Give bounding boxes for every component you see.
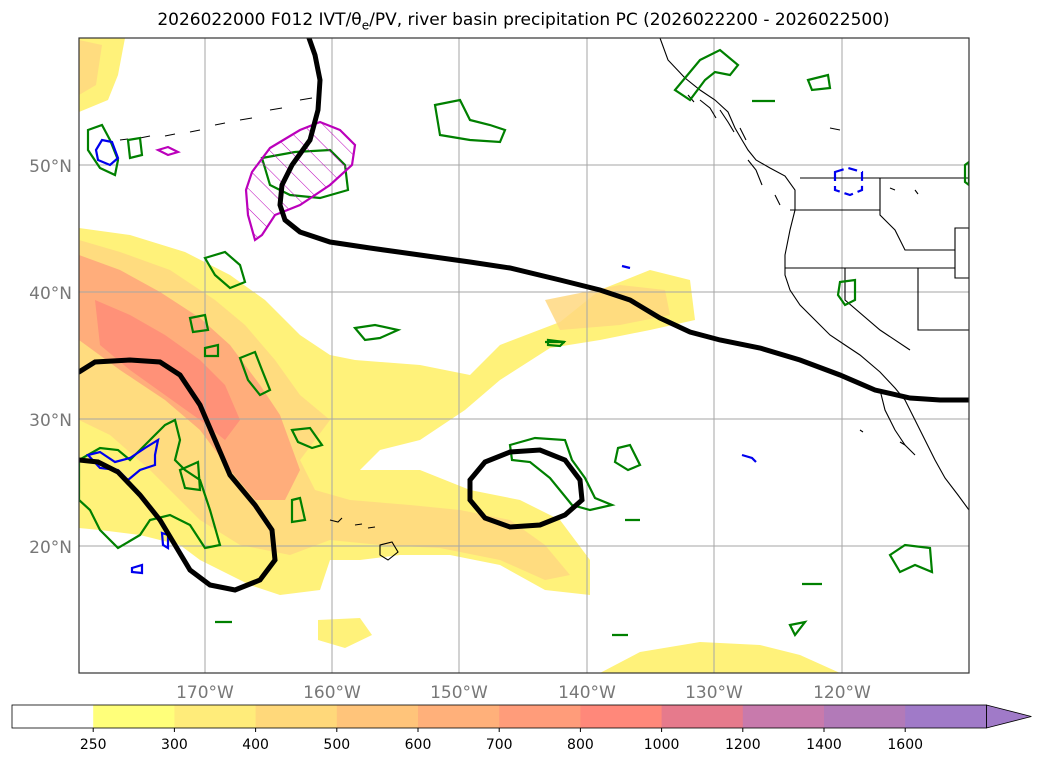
basin-negative-contour [130,563,144,575]
title-rest: /PV, river basin precipitation PC (20260… [369,10,890,30]
lat-label: 30°N [29,411,72,431]
colorbar-tick-label: 500 [323,737,350,753]
colorbar-tick-label: 1400 [806,737,842,753]
theta-contour [86,123,120,177]
colorbar-segment [12,705,94,728]
theta-contour [203,343,220,358]
pv-contour-cutoff-east [467,447,585,530]
colorbar-segment [499,705,581,728]
colorbar-segment [580,705,663,728]
colorbar-segment [824,705,906,728]
title-main: 2026022000 F012 IVT/θ [157,10,362,30]
lon-label: 170°W [176,683,234,703]
theta-contour [79,418,222,550]
colorbar-tick-label: 1200 [725,737,761,753]
graticule [79,38,969,673]
north-america-coast [659,38,969,511]
colorbar-segment [174,705,257,728]
map-area [79,38,969,673]
basin-positive-contour [244,120,357,242]
theta-contour [963,160,969,187]
lon-label: 140°W [558,683,616,703]
basin-negative-contour [621,264,631,270]
colorbar-segment [255,705,338,728]
theta-contour [613,443,642,472]
colorbar-extend-arrow [986,704,1032,729]
title-subscript: e [361,18,370,33]
theta-contour [188,313,210,334]
basin-negative-contour [741,453,757,463]
lon-label: 120°W [813,683,871,703]
pv-contours [79,38,969,593]
colorbar-tick-label: 400 [242,737,269,753]
colorbar-tick-label: 250 [80,737,107,753]
mexico-islands [859,429,906,446]
theta-contour [888,543,934,574]
pv-contour-jet [277,38,969,403]
colorbar-segment [418,705,500,728]
theta-contour [433,98,507,144]
wy-border [954,227,969,279]
nv-ut-border [917,268,969,331]
ivt-mid-northeast [545,285,670,330]
alaska-panhandle-islands [687,94,747,141]
pv-contour-cutoff-west [79,357,278,593]
idaho-border [879,178,955,251]
theta-contour [673,48,740,102]
theta-contour [238,350,272,397]
colorbar-segment [336,705,419,728]
colorbar-tick-label: 800 [567,737,594,753]
colorbar-segment [742,705,825,728]
theta-contour [352,323,402,342]
lon-label: 130°W [685,683,743,703]
ivt-mid-northwest [79,40,102,95]
basin-positive-contour-small [155,145,181,157]
colorbar-tick-label: 600 [405,737,432,753]
theta-contour [806,73,832,92]
colorbar-segment [905,705,987,728]
colorbar-tick-label: 700 [486,737,513,753]
theta-contour [836,278,857,307]
ivt-region-southeast [600,642,840,673]
ivt-peak-core [95,300,240,440]
theta-contour [203,250,247,290]
colorbar-segment [661,705,744,728]
ca-nv-border [844,268,911,351]
colorbar-tick-label: 300 [161,737,188,753]
basin-negative-contour [94,138,120,167]
lat-label: 20°N [29,538,72,558]
theta-contour [126,136,144,160]
longitude-labels: 170°W 160°W 150°W 140°W 130°W 120°W [176,683,871,703]
map-frame [78,37,970,674]
basin-negative-contour-dashed [833,166,864,197]
theta-contour [290,496,307,524]
hawaii-islands [329,517,399,561]
lat-label: 40°N [29,284,72,304]
bc-coast-islands [747,127,919,206]
colorbar-tick-label: 1000 [644,737,680,753]
latitude-labels: 50°N 40°N 30°N 20°N [29,157,72,558]
theta-e-contours [79,48,969,638]
theta-contour [178,460,202,492]
aleutian-islands [119,97,313,141]
lon-label: 150°W [430,683,488,703]
lon-label: 160°W [303,683,361,703]
theta-contour [788,620,808,638]
theta-contour [215,99,822,637]
ivt-shading [79,38,840,673]
coastlines [119,38,969,561]
colorbar: 250 300 400 500 600 700 800 1000 1200 1400 1600 [11,704,1032,753]
baja-coast [879,389,916,456]
map-title: 2026022000 F012 IVT/θe/PV, river basin p… [0,10,1047,32]
theta-contour [508,436,616,512]
colorbar-tick-label: 1600 [887,737,923,753]
theta-contour [290,426,324,450]
lat-label: 50°N [29,157,72,177]
colorbar-segment [93,705,175,728]
